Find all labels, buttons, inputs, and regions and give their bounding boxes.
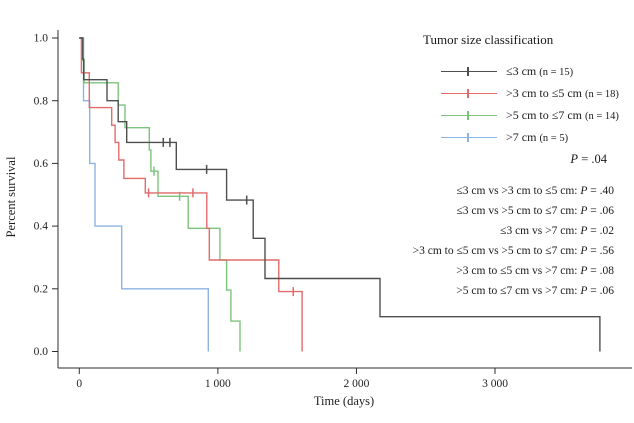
y-tick-label: 0.2 [34, 283, 49, 295]
survival-curve [79, 37, 303, 352]
legend-line-swatch [441, 110, 497, 121]
comparison-line: ≤3 cm vs >5 cm to ≤7 cm: P = .06 [456, 205, 614, 217]
legend-line-swatch [441, 88, 497, 99]
legend-row: >5 cm to ≤7 cm (n = 14) [423, 104, 619, 126]
pairwise-p-values: ≤3 cm vs >3 cm to ≤5 cm: P = .40 ≤3 cm vs… [413, 181, 614, 301]
legend-label: ≤3 cm (n = 15) [506, 63, 574, 78]
overall-p-value: P = .04 [423, 152, 608, 167]
legend-title: Tumor size classification [423, 32, 554, 47]
legend-row: >3 cm to ≤5 cm (n = 18) [423, 82, 619, 104]
y-axis-title: Percent survival [4, 156, 18, 237]
x-tick-label: 1 000 [205, 378, 231, 390]
survival-curve [79, 37, 241, 352]
overall-p-symbol: P [570, 152, 579, 166]
legend-rows: ≤3 cm (n = 15) >3 cm to ≤5 cm (n = 18) >5 … [423, 60, 619, 148]
legend-label: >3 cm to ≤5 cm (n = 18) [506, 85, 619, 100]
comparison-line: >3 cm to ≤5 cm vs >5 cm to ≤7 cm: P = .5… [412, 245, 614, 257]
y-tick-label: 1.0 [34, 33, 49, 45]
x-tick-label: 2 000 [344, 378, 370, 390]
x-axis-title: Time (days) [314, 394, 374, 408]
survival-curve [79, 37, 601, 352]
y-tick-label: 0.6 [34, 158, 49, 170]
legend-line-swatch [441, 66, 497, 77]
survival-curve [79, 37, 209, 352]
comparison-line: ≤3 cm vs >7 cm: P = .02 [500, 225, 614, 237]
x-tick-label: 0 [76, 378, 82, 390]
comparison-line: >5 cm to ≤7 cm vs >7 cm: P = .06 [456, 285, 614, 297]
comparison-line: >3 cm to ≤5 cm vs >7 cm: P = .08 [456, 265, 614, 277]
legend: Tumor size classification ≤3 cm (n = 15)… [423, 32, 619, 167]
y-tick-label: 0.0 [34, 346, 49, 358]
legend-row: ≤3 cm (n = 15) [423, 60, 608, 82]
comparison-line: ≤3 cm vs >3 cm to ≤5 cm: P = .40 [456, 185, 614, 197]
overall-p-rest: = .04 [578, 152, 607, 166]
legend-line-swatch [441, 132, 497, 143]
y-tick-label: 0.4 [34, 221, 49, 233]
legend-label: >7 cm (n = 5) [506, 129, 569, 144]
legend-label: >5 cm to ≤7 cm (n = 14) [506, 107, 619, 122]
y-tick-label: 0.8 [34, 95, 49, 107]
x-tick-label: 3 000 [482, 378, 508, 390]
legend-row: >7 cm (n = 5) [423, 126, 608, 148]
